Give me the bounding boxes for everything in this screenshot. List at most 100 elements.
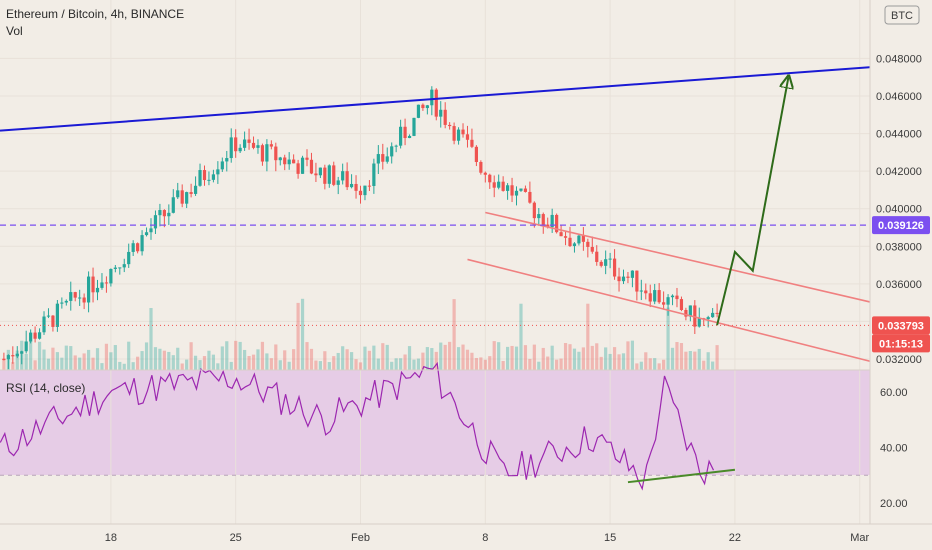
volume-bar	[91, 357, 95, 370]
candle-body	[358, 190, 363, 196]
volume-bar	[60, 357, 64, 370]
resistance-trendline[interactable]	[0, 63, 914, 132]
candle-body	[421, 104, 425, 109]
candle-body	[648, 293, 652, 302]
volume-bar	[287, 361, 291, 370]
candle-body	[367, 185, 372, 187]
volume-bar	[407, 346, 412, 370]
volume-bar	[662, 359, 666, 370]
candle-body	[82, 297, 86, 303]
volume-bar	[176, 347, 180, 370]
countdown-tag	[872, 334, 930, 353]
volume-bar	[505, 346, 510, 370]
volume-bar	[470, 352, 474, 370]
projection-arrow[interactable]	[716, 77, 788, 326]
candle-body	[653, 290, 657, 302]
candle-body	[470, 139, 474, 147]
candle-body	[104, 282, 109, 284]
volume-bar	[492, 341, 496, 370]
candle-body	[131, 243, 135, 252]
volume-bar	[354, 359, 358, 370]
candle-body	[604, 259, 608, 266]
volume-bar	[390, 361, 394, 370]
volume-bar	[715, 345, 719, 370]
volume-bar	[626, 341, 630, 370]
volume-bar	[381, 343, 385, 370]
volume-bar	[595, 343, 599, 370]
currency-badge[interactable]	[884, 5, 920, 25]
volume-bar	[550, 345, 554, 370]
volume-bar	[314, 360, 318, 370]
rsi-divergence-line[interactable]	[627, 468, 736, 484]
time-tick: 15	[604, 532, 616, 544]
candle-body	[11, 355, 15, 357]
candle-body	[670, 295, 675, 298]
candle-body	[608, 258, 612, 260]
volume-bar	[568, 344, 572, 370]
volume-bar	[358, 362, 363, 370]
volume-bar	[604, 347, 608, 370]
candle-body	[550, 214, 554, 228]
candle-body	[416, 104, 421, 118]
volume-bar	[403, 354, 407, 370]
candle-body	[555, 214, 559, 233]
candle-body	[149, 228, 153, 233]
candle-body	[300, 157, 305, 174]
candle-body	[581, 235, 585, 242]
volume-bar	[425, 347, 429, 370]
candle-body	[390, 146, 394, 157]
candle-body	[78, 297, 82, 299]
candles	[2, 86, 719, 370]
candle-body	[541, 214, 545, 225]
candle-body	[363, 185, 367, 196]
price-axis[interactable]	[870, 0, 932, 524]
candle-body	[595, 251, 599, 262]
volume-bar	[608, 353, 612, 370]
candle-body	[563, 236, 568, 238]
volume-bar	[581, 347, 585, 370]
symbol-legend[interactable]: Ethereum / Bitcoin, 4h, BINANCE	[6, 7, 184, 21]
candle-body	[309, 159, 314, 174]
volume-bar	[559, 358, 563, 370]
channel-lower-line[interactable]	[467, 258, 914, 373]
candle-body	[532, 202, 536, 219]
candle-body	[95, 287, 100, 293]
volume-bar	[394, 358, 398, 370]
volume-bar	[225, 341, 229, 370]
volume-bar	[416, 358, 421, 370]
volume-bar	[42, 349, 46, 370]
rsi-legend[interactable]: RSI (14, close)	[6, 381, 85, 395]
candle-body	[198, 170, 202, 186]
volume-bar	[497, 342, 501, 370]
candle-body	[274, 146, 278, 161]
candle-body	[483, 172, 487, 175]
volume-bar	[127, 341, 131, 370]
candle-body	[86, 276, 91, 303]
volume-bar	[327, 362, 331, 370]
volume-bar	[510, 345, 514, 370]
candle-body	[265, 144, 269, 162]
volume-bar	[300, 298, 305, 370]
price-pane	[0, 0, 870, 370]
channel-upper-line[interactable]	[485, 211, 914, 313]
volume-bar	[376, 358, 380, 370]
volume-bar	[171, 355, 175, 370]
candle-body	[113, 267, 117, 269]
candle-body	[336, 180, 340, 185]
candle-body	[439, 109, 443, 117]
rsi-tick: 20.00	[880, 498, 908, 510]
volume-bar	[109, 352, 113, 370]
rsi-line-group	[0, 361, 870, 491]
rsi-pane-bottom	[0, 475, 870, 524]
candle-body	[354, 183, 358, 191]
time-axis[interactable]	[0, 524, 932, 550]
volume-bar	[207, 350, 211, 370]
volume-bar	[385, 344, 389, 370]
volume-bar	[532, 344, 536, 370]
volume-bar	[621, 353, 626, 370]
volume-legend[interactable]: Vol	[6, 24, 23, 38]
candle-body	[202, 170, 207, 181]
candle-body	[546, 224, 550, 228]
